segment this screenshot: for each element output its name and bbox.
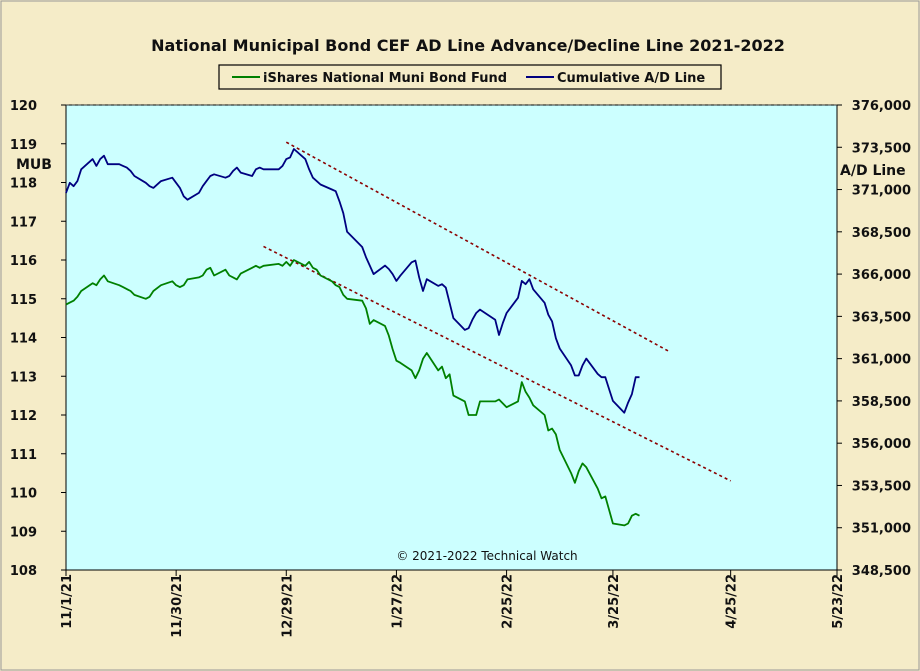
x-tick-label: 3/25/22: [607, 574, 622, 629]
y-right-tick-label: 361,000: [852, 353, 911, 368]
y-left-tick-label: 111: [10, 448, 37, 463]
plot-area: [65, 104, 838, 571]
y-right-tick-label: 376,000: [852, 99, 911, 114]
y-left-tick-label: 116: [10, 254, 37, 269]
y-right-tick-label: 363,500: [852, 310, 911, 325]
y-right-tick-label: 373,500: [852, 141, 911, 156]
series-line-mub: [65, 259, 640, 527]
y-right-tick-label: 353,500: [852, 479, 911, 494]
y-right-tick-label: 351,000: [852, 522, 911, 537]
y-right-tick-label: 358,500: [852, 395, 911, 410]
series-line-ad-line: [65, 148, 640, 414]
x-tick-label: 12/29/21: [280, 574, 295, 638]
legend-label-mub: iShares National Muni Bond Fund: [263, 71, 507, 86]
legend-label-ad: Cumulative A/D Line: [557, 71, 705, 86]
x-tick-label: 1/27/22: [390, 574, 405, 629]
legend-box: [218, 64, 722, 90]
y-left-tick-label: 117: [10, 215, 37, 230]
y-left-label: MUB: [16, 157, 52, 173]
y-left-tick-label: 110: [10, 487, 37, 502]
series: [65, 148, 640, 527]
x-tick-label: 2/25/22: [501, 574, 516, 629]
x-tick-label: 11/30/21: [170, 574, 185, 638]
y-right-tick-label: 368,500: [852, 226, 911, 241]
y-left-tick-label: 113: [10, 370, 37, 385]
y-right-ticks: 348,500 351,000 353,500 356,000 358,500 361,0…: [837, 99, 911, 579]
y-right-tick-label: 356,000: [852, 437, 911, 452]
y-left-tick-label: 109: [10, 525, 37, 540]
legend: iShares National Muni Bond Fund Cumulati…: [218, 64, 722, 90]
y-left-tick-label: 118: [10, 177, 37, 192]
y-left-tick-label: 108: [10, 564, 37, 579]
y-left-tick-label: 119: [10, 138, 37, 153]
y-right-label: A/D Line: [840, 163, 906, 179]
y-right-tick-label: 348,500: [852, 564, 911, 579]
x-tick-label: 11/1/21: [60, 574, 75, 629]
trendlines: [263, 141, 732, 482]
trendline-1: [285, 141, 671, 353]
x-ticks: 11/1/21 11/30/21 12/29/21 1/27/22 2/25/22 3/2…: [60, 570, 846, 638]
y-right-tick-label: 366,000: [852, 268, 911, 283]
y-left-tick-label: 115: [10, 293, 37, 308]
y-left-tick-label: 114: [10, 332, 37, 347]
x-tick-label: 4/25/22: [725, 574, 740, 629]
y-right-tick-label: 371,000: [852, 184, 911, 199]
copyright: © 2021-2022 Technical Watch: [396, 549, 577, 563]
y-left-tick-label: 120: [10, 99, 37, 114]
y-left-ticks: 108 109 110 111 112 113 114 115 116 117 118 119 120: [10, 99, 66, 579]
y-left-tick-label: 112: [10, 409, 37, 424]
chart-title: National Municipal Bond CEF AD Line Adva…: [151, 36, 785, 55]
x-tick-label: 5/23/22: [831, 574, 846, 629]
